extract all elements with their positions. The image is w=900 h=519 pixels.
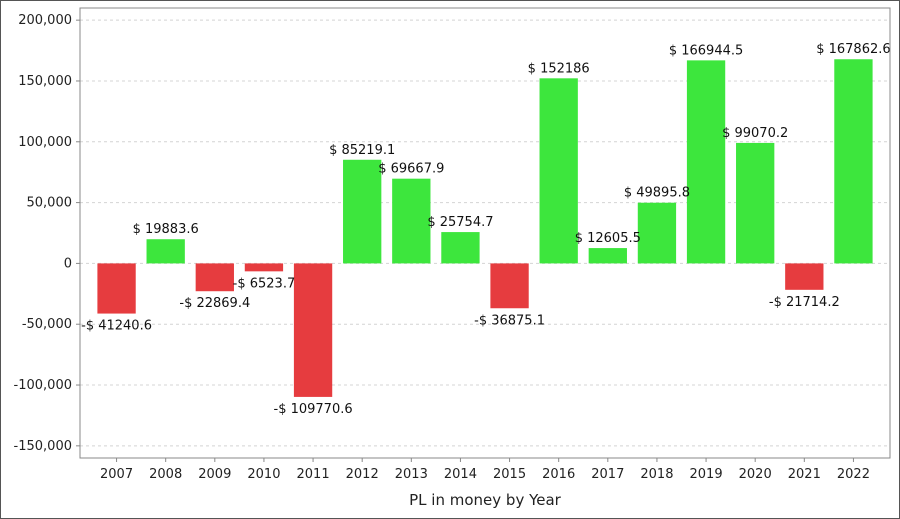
data-label: -$ 22869.4 (179, 296, 250, 311)
data-label: $ 49895.8 (624, 186, 690, 201)
bar (343, 159, 382, 264)
y-tick-label: 50,000 (27, 196, 73, 211)
bar (686, 60, 726, 264)
bar (834, 59, 873, 264)
data-label: -$ 36875.1 (474, 313, 545, 328)
bar (97, 263, 136, 314)
x-tick-label: 2010 (247, 467, 280, 482)
x-tick-label: 2021 (788, 467, 821, 482)
data-label: $ 167862.6 (816, 42, 890, 57)
bars (97, 59, 873, 397)
x-tick-label: 2014 (444, 467, 477, 482)
x-tick-label: 2019 (690, 467, 723, 482)
bar (293, 263, 333, 397)
bar (392, 178, 431, 264)
data-label: $ 85219.1 (329, 143, 395, 158)
data-label: $ 166944.5 (669, 43, 743, 58)
bar (441, 232, 480, 264)
y-tick-label: -50,000 (22, 317, 72, 332)
x-tick-label: 2016 (542, 467, 575, 482)
bar (244, 263, 284, 272)
data-label: -$ 21714.2 (769, 295, 840, 310)
y-tick-label: 0 (64, 256, 72, 271)
x-tick-label: 2012 (346, 467, 379, 482)
data-label: -$ 41240.6 (81, 319, 152, 334)
x-axis-ticks: 2007 2008 2009 2010 2011 2012 2013 2014 2015 2016… (100, 458, 870, 482)
x-tick-label: 2017 (591, 467, 624, 482)
x-tick-label: 2020 (739, 467, 772, 482)
y-tick-label: -100,000 (14, 378, 72, 393)
x-tick-label: 2013 (395, 467, 428, 482)
bar (736, 142, 775, 264)
x-tick-label: 2015 (493, 467, 526, 482)
data-label: -$ 6523.7 (233, 276, 296, 291)
x-tick-label: 2007 (100, 467, 133, 482)
x-axis-title: PL in money by Year (409, 491, 562, 509)
bar (195, 263, 234, 292)
data-label: $ 19883.6 (133, 222, 199, 237)
y-tick-label: 100,000 (18, 135, 72, 150)
y-tick-label: 200,000 (18, 13, 72, 28)
bar (588, 248, 627, 264)
data-label: -$ 109770.6 (274, 402, 353, 417)
x-tick-label: 2011 (297, 467, 330, 482)
y-axis-ticks: -150,000 -100,000 -50,000 0 50,000 100,000 150… (14, 13, 80, 454)
bar (785, 263, 824, 290)
bar (637, 202, 677, 264)
bar (490, 263, 529, 309)
x-tick-label: 2018 (640, 467, 673, 482)
data-label: $ 152186 (528, 61, 590, 76)
bar (146, 239, 185, 264)
bar (539, 78, 578, 264)
data-labels: -$ 41240.6 $ 19883.6 -$ 22869.4 -$ 6523.7 -$… (81, 42, 891, 417)
data-label: $ 69667.9 (378, 162, 444, 177)
y-tick-label: 150,000 (18, 74, 72, 89)
y-tick-label: -150,000 (14, 439, 72, 454)
x-tick-label: 2022 (837, 467, 870, 482)
data-label: $ 12605.5 (575, 231, 641, 246)
data-label: $ 25754.7 (427, 215, 493, 230)
data-label: $ 99070.2 (722, 126, 788, 141)
plot-area-border (79, 7, 891, 459)
x-tick-label: 2009 (198, 467, 231, 482)
x-tick-label: 2008 (149, 467, 182, 482)
